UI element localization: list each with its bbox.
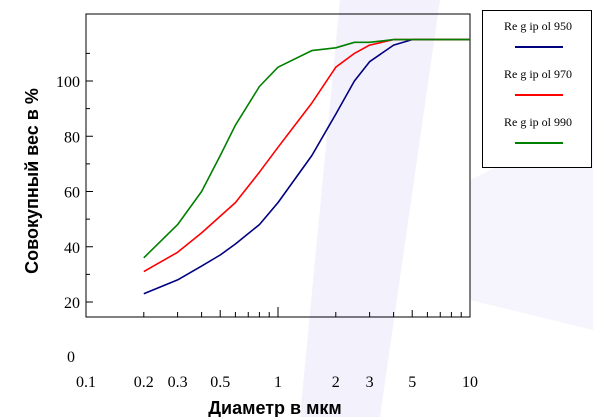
y-tick-label: 0	[67, 349, 75, 366]
legend-label: Re g ip ol 950	[504, 19, 572, 33]
x-tick-label: 10	[462, 374, 478, 391]
y-axis-tick-labels: 0 20 40 60 80 100	[56, 74, 80, 366]
legend-label: Re g ip ol 970	[504, 67, 572, 81]
x-tick-label: 2	[332, 374, 340, 391]
plot-frame	[85, 13, 471, 318]
x-tick-label: 5	[408, 374, 416, 391]
series-line-0	[143, 38, 470, 295]
y-tick-label: 100	[56, 74, 80, 91]
legend-swatch-970	[515, 94, 563, 96]
x-tick-label: 1	[274, 374, 282, 391]
x-tick-label: 0.2	[134, 374, 154, 391]
legend-item-950: Re g ip ol 950	[483, 15, 593, 65]
legend-item-990: Re g ip ol 990	[483, 111, 593, 161]
series-line-1	[143, 38, 470, 273]
y-tick-label: 60	[64, 185, 80, 202]
x-axis-label: Диаметр в мкм	[208, 398, 342, 417]
plot-axes	[85, 13, 471, 318]
legend-label: Re g ip ol 990	[504, 115, 572, 129]
y-tick-label: 40	[64, 240, 80, 257]
y-tick-label: 80	[64, 129, 80, 146]
legend-swatch-990	[515, 142, 563, 144]
x-tick-label: 0.3	[168, 374, 188, 391]
chart-legend: Re g ip ol 950 Re g ip ol 970 Re g ip ol…	[482, 10, 592, 168]
series-layer	[143, 38, 470, 295]
legend-item-970: Re g ip ol 970	[483, 63, 593, 113]
x-tick-label: 3	[366, 374, 374, 391]
x-tick-label: 0.5	[210, 374, 230, 391]
y-axis-label: Совокупный вес в %	[22, 88, 42, 274]
series-line-2	[143, 38, 470, 259]
x-tick-label: 0.1	[76, 374, 96, 391]
x-axis-tick-labels: 0.1 0.2 0.3 0.5 1 2 3 5 10	[76, 374, 478, 391]
legend-swatch-950	[515, 46, 563, 48]
y-tick-label: 20	[64, 295, 80, 312]
